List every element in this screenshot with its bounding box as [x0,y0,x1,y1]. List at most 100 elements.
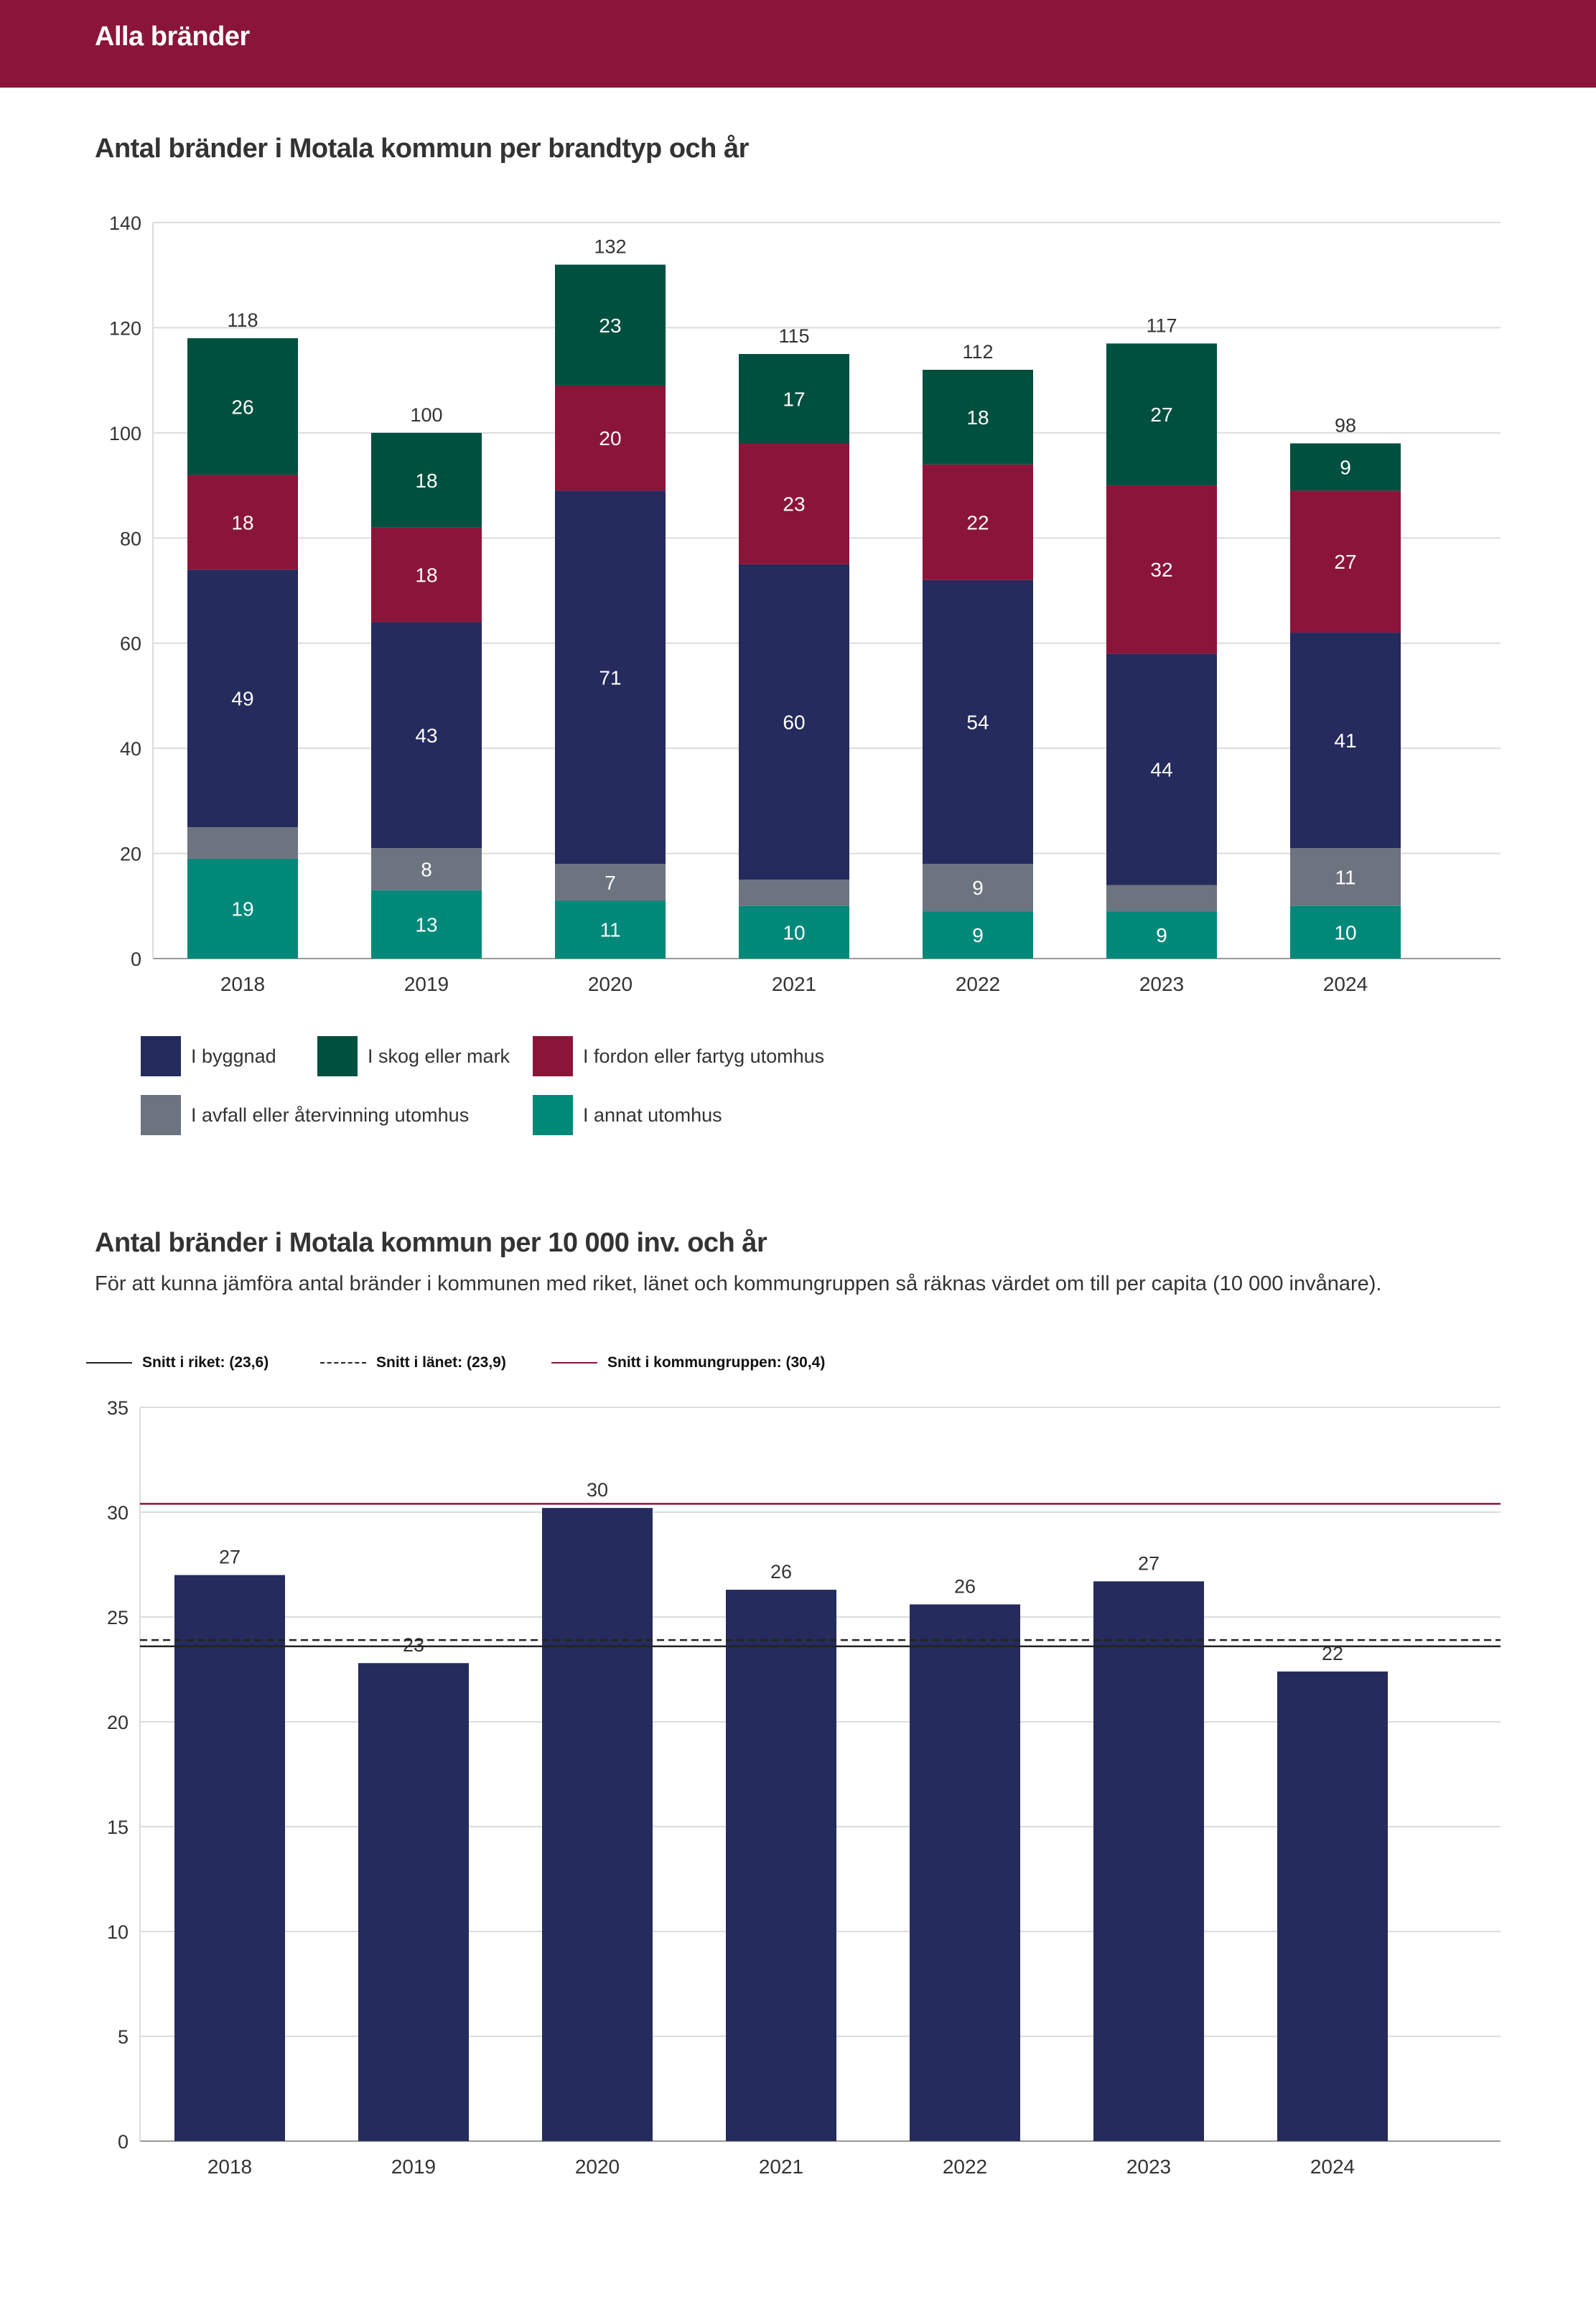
bar-value-label: 41 [1334,730,1356,752]
per-capita-bar-chart: 0 5 10 15 20 25 30 35 27 2018 23 2019 30 2020 26 2021 26… [107,1397,1501,2176]
legend-item-byggnad: I byggnad [141,1035,276,1077]
bar-value-label: 54 [966,712,989,734]
y-tick-label: 0 [118,2131,129,2153]
bar-segment-fordon [923,464,1033,580]
bar-value-label: 9 [972,877,984,899]
bar-segment-skog [555,264,666,386]
bar-segment-avfall [1106,885,1217,912]
bar [1093,1581,1204,2141]
bar-segment-fordon [371,527,482,623]
bar-segment-annat [923,911,1033,959]
reference-legend-line [551,1362,597,1364]
bar-segment-avfall [923,864,1033,912]
bar [1277,1671,1388,2141]
bar-value-label: 13 [415,913,437,936]
reference-legend-item: Snitt i kommungruppen: (30,4) [551,1350,825,1376]
legend-swatch [533,1036,573,1076]
legend-item-annat: I annat utomhus [533,1094,722,1136]
chart1-title: Antal bränder i Motala kommun per brandt… [95,134,749,164]
x-tick-label: 2021 [772,973,816,995]
y-tick-label: 100 [109,423,141,444]
y-tick-label: 0 [131,949,141,970]
bar-value-label: 71 [599,666,621,689]
bar-segment-skog [923,370,1033,465]
bar-segment-byggnad [739,564,849,880]
x-tick-label: 2023 [1139,973,1184,995]
legend-label: I skog eller mark [368,1045,510,1067]
bar-value-label: 18 [231,511,253,533]
bar-segment-annat [371,890,482,959]
bar-value-label: 26 [231,396,253,418]
bar-segment-avfall [739,880,849,906]
bar-value-label: 11 [1335,867,1355,889]
bar-total-label: 117 [1146,314,1177,336]
bar-segment-skog [739,354,849,444]
bar-value-label: 30 [587,1479,608,1501]
bar-value-label: 17 [783,388,805,410]
bar-segment-fordon [1290,490,1401,633]
bar-value-label: 27 [1334,551,1356,573]
bar-value-label: 49 [231,688,253,710]
x-tick-label: 2020 [588,973,633,995]
legend-label: I annat utomhus [583,1104,722,1126]
bar-segment-annat [739,905,849,959]
bar-segment-annat [1106,911,1217,959]
reference-legend-item: Snitt i länet: (23,9) [320,1350,506,1376]
bar-segment-byggnad [187,569,298,827]
legend-swatch [141,1036,181,1076]
reference-legend-item: Snitt i riket: (23,6) [86,1350,269,1376]
x-tick-label: 2024 [1323,973,1368,995]
legend-item-skog: I skog eller mark [317,1035,510,1077]
bar [542,1508,653,2141]
y-tick-label: 20 [107,1712,129,1733]
y-tick-label: 20 [120,844,141,865]
bar-total-label: 132 [594,236,626,258]
bar-total-label: 98 [1335,415,1356,437]
x-tick-label: 2021 [759,2155,803,2176]
x-tick-label: 2023 [1126,2155,1171,2176]
bar-value-label: 23 [599,314,621,337]
bar-segment-fordon [187,475,298,570]
reference-legend-label: Snitt i kommungruppen: (30,4) [607,1354,826,1371]
legend-label: I avfall eller återvinning utomhus [191,1104,470,1126]
bar-value-label: 22 [966,511,989,533]
bar-total-label: 112 [962,341,993,363]
bar-total-label: 100 [410,404,442,426]
x-tick-label: 2022 [943,2155,987,2176]
bar-total-label: 118 [227,309,258,331]
bar-value-label: 23 [403,1634,424,1656]
y-tick-label: 25 [107,1607,129,1628]
bar-segment-skog [371,432,482,528]
bar-segment-avfall [187,826,298,859]
bar-segment-byggnad [555,490,666,864]
bar-segment-skog [187,338,298,475]
bar-value-label: 9 [1340,456,1351,478]
bar-segment-annat [187,858,298,959]
bar-value-label: 7 [605,872,616,894]
bar-value-label: 60 [783,712,805,734]
legend-item-fordon: I fordon eller fartyg utomhus [533,1035,824,1077]
x-tick-label: 2018 [220,973,265,995]
chart2-title: Antal bränder i Motala kommun per 10 000… [95,1228,767,1258]
bar-segment-fordon [555,385,666,491]
y-tick-label: 60 [120,633,141,655]
legend-label: I byggnad [191,1045,276,1067]
x-tick-label: 2024 [1310,2155,1355,2176]
y-tick-label: 30 [107,1502,129,1524]
bar-value-label: 9 [972,924,984,946]
bar [726,1590,836,2141]
legend-swatch [141,1095,181,1135]
y-tick-label: 10 [107,1921,129,1943]
bar [358,1663,469,2141]
bar-value-label: 18 [415,564,437,587]
bar-segment-annat [555,900,666,959]
y-tick-label: 15 [107,1817,129,1838]
reference-legend-label: Snitt i riket: (23,6) [142,1354,269,1371]
stacked-bar-chart: 0204060801001201401949182611820181384318… [109,213,1501,995]
bar-value-label: 27 [1138,1552,1159,1574]
bar-segment-skog [1290,443,1401,491]
bar-value-label: 26 [770,1561,792,1583]
legend-item-avfall: I avfall eller återvinning utomhus [141,1094,469,1136]
legend-label: I fordon eller fartyg utomhus [583,1045,825,1067]
bar-segment-avfall [555,864,666,901]
